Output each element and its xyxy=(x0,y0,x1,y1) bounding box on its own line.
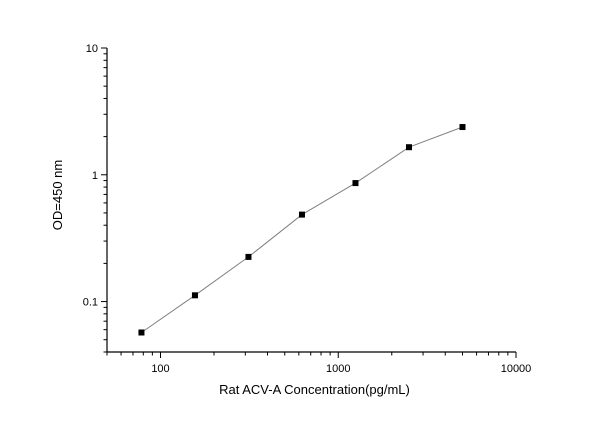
data-point-marker xyxy=(405,144,412,151)
y-tick-label: 1 xyxy=(92,170,98,182)
x-tick-label: 1000 xyxy=(326,363,350,375)
y-tick-label: 10 xyxy=(86,43,98,55)
data-point-marker xyxy=(352,180,359,187)
data-point-marker xyxy=(245,253,252,260)
series-group xyxy=(138,124,466,336)
data-point-marker xyxy=(191,292,198,299)
data-point-marker xyxy=(459,124,466,131)
ticks: 100 1000 10000 0.1 1 10 xyxy=(83,43,532,375)
y-axis-title: OD=450 nm xyxy=(50,160,65,230)
x-tick-label: 10000 xyxy=(501,363,532,375)
data-point-marker xyxy=(138,329,145,336)
y-tick-label: 0.1 xyxy=(83,297,98,309)
data-point-marker xyxy=(298,211,305,218)
x-axis-title: Rat ACV-A Concentration(pg/mL) xyxy=(219,382,410,397)
x-tick-label: 100 xyxy=(151,363,169,375)
